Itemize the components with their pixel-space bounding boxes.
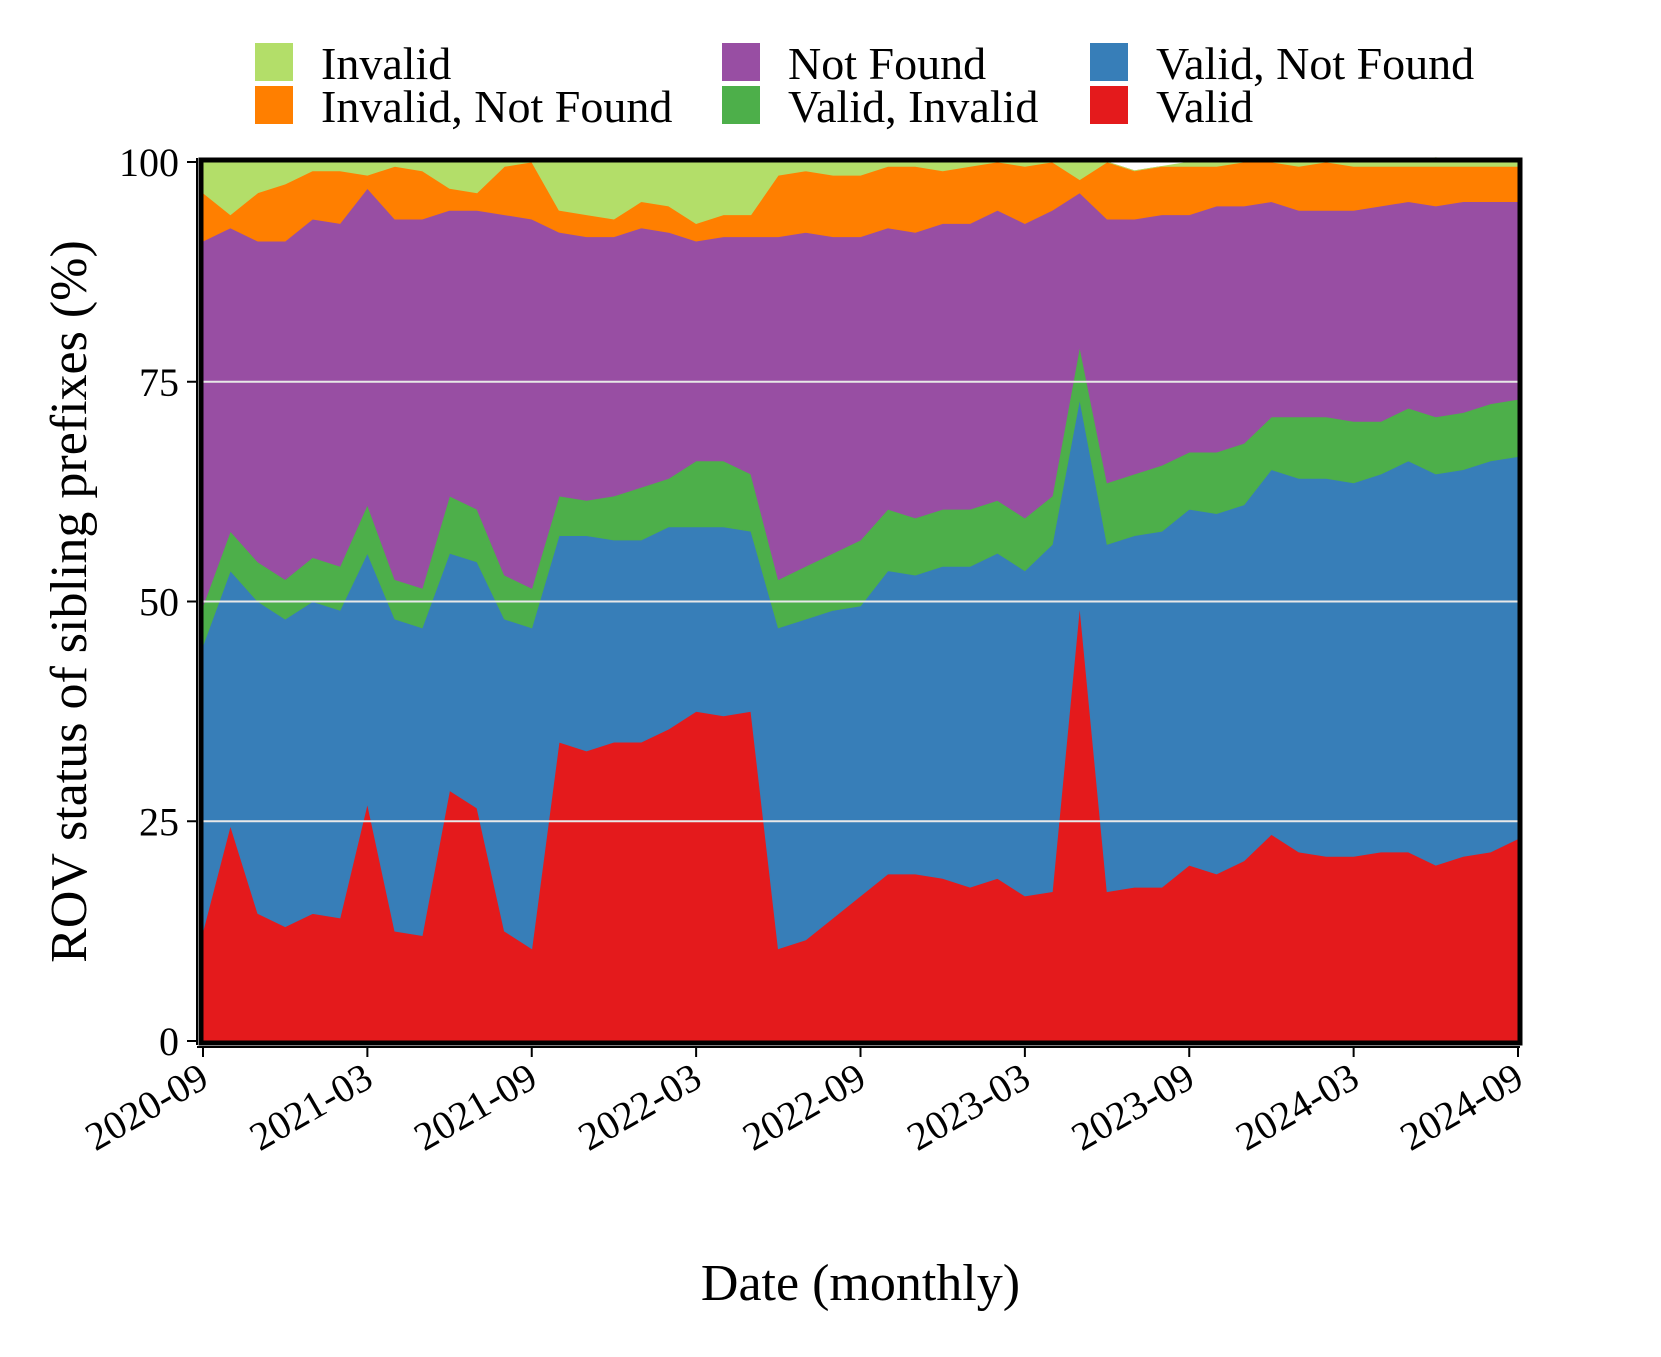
legend-swatch <box>1090 86 1128 124</box>
y-axis: 0 25 50 75 100 <box>119 140 198 1064</box>
legend-swatch <box>722 86 760 124</box>
legend-label: Valid <box>1156 81 1253 132</box>
legend-label: Invalid, Not Found <box>321 81 672 132</box>
legend-swatch <box>255 43 293 81</box>
horizontal-gridlines <box>203 380 1518 823</box>
x-axis: 2020-09 2021-03 2021-09 2022-03 2022-09 2023-… <box>78 1046 1531 1160</box>
y-tick-label: 0 <box>159 1019 179 1064</box>
plot-area <box>198 157 1523 1046</box>
area-layers <box>202 157 1519 1042</box>
legend: Invalid Not Found Valid, Not Found Invalid,… <box>255 38 1474 132</box>
legend-label: Invalid <box>321 38 451 89</box>
y-tick-label: 25 <box>139 799 179 844</box>
x-tick-label: 2021-09 <box>406 1054 544 1160</box>
y-tick-label: 75 <box>139 360 179 405</box>
legend-swatch <box>1090 43 1128 81</box>
x-axis-title: Date (monthly) <box>701 1255 1020 1312</box>
legend-swatch <box>722 43 760 81</box>
y-axis-title: ROV status of sibling prefixes (%) <box>41 240 98 963</box>
x-tick-label: 2021-03 <box>242 1054 380 1160</box>
x-tick-label: 2022-03 <box>571 1054 709 1160</box>
legend-label: Valid, Invalid <box>788 81 1038 132</box>
legend-item-not-found: Not Found <box>722 38 986 89</box>
legend-item-valid-invalid: Valid, Invalid <box>722 81 1038 132</box>
x-tick-label: 2024-03 <box>1228 1054 1366 1160</box>
x-tick-label: 2024-09 <box>1393 1054 1531 1160</box>
legend-swatch <box>255 86 293 124</box>
x-tick-label: 2023-03 <box>899 1054 1037 1160</box>
legend-item-invalid-not-found: Invalid, Not Found <box>255 81 672 132</box>
x-tick-label: 2023-09 <box>1064 1054 1202 1160</box>
legend-item-valid-not-found: Valid, Not Found <box>1090 38 1474 89</box>
x-tick-label: 2022-09 <box>735 1054 873 1160</box>
legend-item-valid: Valid <box>1090 81 1253 132</box>
legend-label: Not Found <box>788 38 986 89</box>
plot-frame <box>198 157 1523 1046</box>
y-tick-label: 50 <box>139 580 179 625</box>
y-tick-label: 100 <box>119 140 179 185</box>
x-tick-label: 2020-09 <box>78 1054 216 1160</box>
legend-item-invalid: Invalid <box>255 38 451 89</box>
legend-label: Valid, Not Found <box>1156 38 1474 89</box>
